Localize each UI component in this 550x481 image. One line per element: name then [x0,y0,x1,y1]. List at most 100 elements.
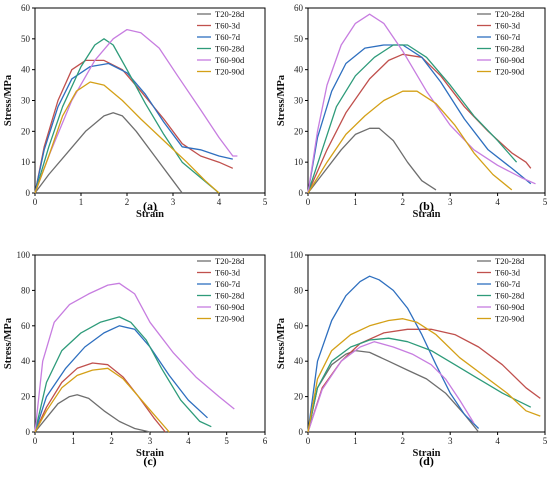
x-tick-label: 2 [125,197,130,207]
series-line-t60-28d [307,337,532,433]
y-tick-label: 40 [294,356,304,366]
legend-label-t60-90d: T60-90d [215,302,245,312]
y-tick-label: 40 [21,65,31,75]
legend-label-t60-7d: T60-7d [495,279,521,289]
x-axis-title: Strain [412,448,440,459]
legend-label-t60-28d: T60-28d [495,291,525,301]
series-line-t20-90d [34,367,170,433]
y-tick-label: 60 [21,3,31,13]
y-tick-label: 50 [294,34,304,44]
x-tick-label: 4 [495,436,500,446]
series-line-t20-90d [34,81,220,194]
y-tick-label: 50 [21,34,31,44]
series-line-t20-28d [34,394,151,433]
chart-panel-1: 0 1 2 3 4 50102030405060StrainStress/MPaT20-2… [3,3,268,220]
x-tick-label: 0 [33,436,38,446]
y-tick-label: 20 [21,126,31,136]
y-tick-label: 60 [294,3,304,13]
series-line-t20-28d [307,349,480,433]
y-axis-title: Stress/MPa [276,317,287,369]
y-tick-label: 0 [299,427,304,437]
legend-label-t60-3d: T60-3d [215,21,241,31]
series-line-t60-28d [307,44,518,194]
series-line-t60-28d [34,38,220,194]
legend-label-t60-7d: T60-7d [495,32,521,42]
y-tick-label: 30 [294,96,304,106]
x-tick-label: 3 [148,436,153,446]
series-line-t20-28d [34,112,183,194]
legend-label-t60-90d: T60-90d [215,55,245,65]
x-tick-label: 5 [263,197,268,207]
y-tick-label: 40 [294,65,304,75]
y-tick-label: 80 [21,285,31,295]
x-tick-label: 1 [353,197,358,207]
x-tick-label: 3 [448,436,453,446]
y-tick-label: 0 [26,427,31,437]
y-axis-title: Stress/MPa [3,317,14,369]
legend-label-t60-7d: T60-7d [215,32,241,42]
panel-label: (a) [143,199,157,213]
legend-label-t20-90d: T20-90d [215,67,245,77]
y-tick-label: 20 [21,392,31,402]
x-tick-label: 1 [353,436,358,446]
x-axis-title: Strain [136,448,164,459]
y-tick-label: 20 [294,392,304,402]
legend-label-t60-28d: T60-28d [215,44,245,54]
x-tick-label: 3 [171,197,176,207]
series-line-t20-28d [307,127,437,194]
legend-label-t60-90d: T60-90d [495,302,525,312]
x-tick-label: 2 [109,436,114,446]
x-tick-label: 0 [306,436,311,446]
x-tick-label: 0 [33,197,38,207]
y-tick-label: 80 [294,285,304,295]
x-tick-label: 5 [543,197,548,207]
x-tick-label: 2 [401,436,406,446]
y-axis-title: Stress/MPa [3,74,14,126]
legend-label-t60-90d: T60-90d [495,55,525,65]
legend-label-t60-3d: T60-3d [215,268,241,278]
legend-label-t20-90d: T20-90d [495,67,525,77]
x-tick-label: 3 [448,197,453,207]
series-line-t60-90d [307,341,475,433]
legend-label-t60-7d: T60-7d [215,279,241,289]
y-tick-label: 0 [26,188,31,198]
panel-label: (b) [419,199,434,213]
x-tick-label: 5 [543,436,548,446]
series-line-t60-3d [34,362,166,433]
series-line-t60-3d [34,59,234,194]
x-tick-label: 6 [263,436,268,446]
chart-panel-2: 0 1 2 3 4 50102030405060StrainStress/MPaT20-2… [276,3,548,220]
x-tick-label: 1 [79,197,84,207]
x-tick-label: 2 [401,197,406,207]
y-tick-label: 10 [294,157,304,167]
legend-label-t20-90d: T20-90d [495,314,525,324]
x-tick-label: 5 [224,436,229,446]
x-tick-label: 4 [186,436,191,446]
chart-panel-4: 0 1 2 3 4 5 0 20 40 60 80 100 Strain Stress/MPa T20-28… [276,250,548,468]
y-tick-label: 60 [294,321,304,331]
series-line-t60-7d [307,275,480,433]
panel-label: (c) [143,454,156,468]
legend-label-t60-28d: T60-28d [215,291,245,301]
y-tick-label: 30 [21,96,31,106]
y-axis-title: Stress/MPa [276,74,287,126]
x-axis-title: Strain [412,209,440,220]
y-tick-label: 100 [290,250,304,260]
y-tick-label: 0 [299,188,304,198]
series-line-t20-90d [307,90,513,194]
series-line-t60-90d [307,13,536,194]
legend-label-t20-90d: T20-90d [215,314,245,324]
legend-label-t20-28d: T20-28d [495,9,525,19]
y-tick-label: 10 [21,157,31,167]
series-line-t60-3d [307,328,541,433]
x-tick-label: 4 [495,197,500,207]
series-line-t60-7d [34,62,233,194]
legend-label-t20-28d: T20-28d [215,256,245,266]
plot-frame [307,254,546,433]
series-line-t60-28d [34,316,212,433]
series-line-t60-7d [34,325,208,433]
series-line-t20-90d [307,318,541,433]
legend-label-t60-3d: T60-3d [495,21,521,31]
series-line-t60-90d [34,282,235,433]
